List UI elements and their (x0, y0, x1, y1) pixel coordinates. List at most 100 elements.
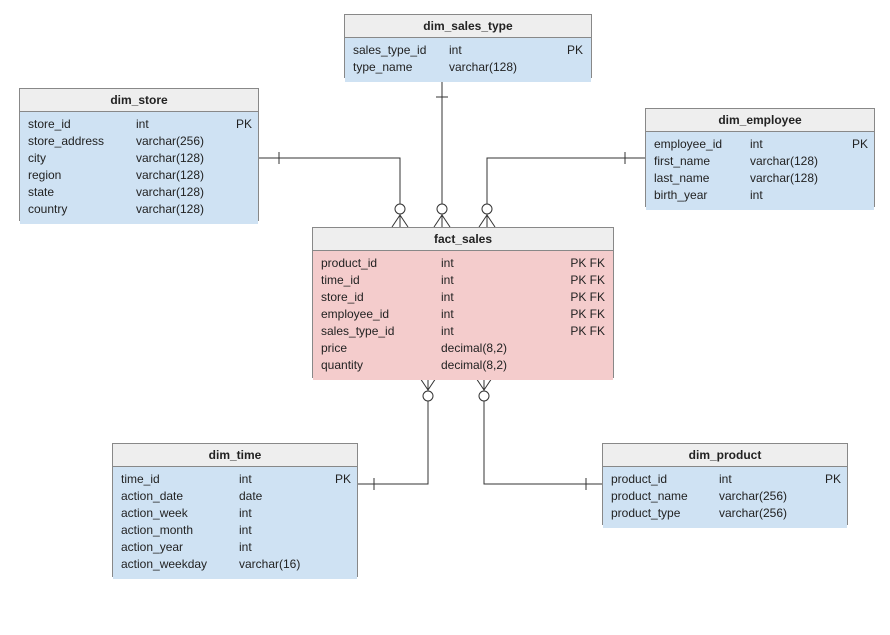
column-row: quantitydecimal(8,2) (321, 357, 605, 374)
column-row: product_namevarchar(256) (611, 488, 839, 505)
column-name: product_id (611, 471, 719, 488)
column-type: int (750, 136, 844, 153)
column-type: int (441, 255, 541, 272)
entity-body: store_idintPKstore_addressvarchar(256)ci… (20, 112, 258, 224)
entity-body: product_idintPKproduct_namevarchar(256)p… (603, 467, 847, 528)
column-key: PK FK (541, 323, 605, 340)
column-name: time_id (121, 471, 239, 488)
column-key (228, 133, 250, 150)
column-type: int (239, 539, 327, 556)
column-type: int (239, 505, 327, 522)
column-key (228, 184, 250, 201)
column-key (327, 556, 349, 573)
column-key (228, 150, 250, 167)
column-key (844, 153, 866, 170)
column-type: varchar(128) (750, 153, 844, 170)
column-name: store_id (28, 116, 136, 133)
column-row: employee_idintPK (654, 136, 866, 153)
column-name: product_id (321, 255, 441, 272)
column-row: birth_yearint (654, 187, 866, 204)
entity-title: dim_product (603, 444, 847, 467)
column-type: int (136, 116, 228, 133)
column-key (541, 340, 605, 357)
column-key (327, 522, 349, 539)
column-row: first_namevarchar(128) (654, 153, 866, 170)
entity-dim_product: dim_productproduct_idintPKproduct_nameva… (602, 443, 848, 525)
column-name: region (28, 167, 136, 184)
column-row: product_idintPK FK (321, 255, 605, 272)
column-type: int (239, 471, 327, 488)
column-type: date (239, 488, 327, 505)
column-type: decimal(8,2) (441, 340, 541, 357)
entity-dim_employee: dim_employeeemployee_idintPKfirst_nameva… (645, 108, 875, 207)
column-row: pricedecimal(8,2) (321, 340, 605, 357)
column-key: PK FK (541, 306, 605, 323)
column-key: PK (817, 471, 841, 488)
column-name: action_weekday (121, 556, 239, 573)
entity-dim_sales_type: dim_sales_type sales_type_idintPKtype_nam… (344, 14, 592, 78)
column-key: PK (553, 42, 583, 59)
column-name: product_type (611, 505, 719, 522)
column-type: int (441, 289, 541, 306)
column-key: PK (327, 471, 351, 488)
entity-title: dim_sales_type (345, 15, 591, 38)
er-diagram: { "diagram":{ "type":"er-diagram-star-sc… (0, 0, 890, 635)
entity-body: sales_type_idintPKtype_namevarchar(128) (345, 38, 591, 82)
column-row: store_addressvarchar(256) (28, 133, 250, 150)
column-type: varchar(16) (239, 556, 327, 573)
column-row: last_namevarchar(128) (654, 170, 866, 187)
column-type: varchar(128) (136, 201, 228, 218)
entity-fact_sales: fact_salesproduct_idintPK FKtime_idintPK… (312, 227, 614, 378)
column-row: sales_type_idintPK (353, 42, 583, 59)
column-name: type_name (353, 59, 449, 76)
column-type: int (441, 272, 541, 289)
column-name: last_name (654, 170, 750, 187)
entity-body: employee_idintPKfirst_namevarchar(128)la… (646, 132, 874, 210)
column-key (327, 539, 349, 556)
column-row: regionvarchar(128) (28, 167, 250, 184)
column-row: action_monthint (121, 522, 349, 539)
column-type: varchar(128) (136, 167, 228, 184)
column-name: sales_type_id (321, 323, 441, 340)
column-key (817, 488, 839, 505)
column-type: varchar(256) (136, 133, 228, 150)
column-type: int (750, 187, 844, 204)
column-name: birth_year (654, 187, 750, 204)
column-name: city (28, 150, 136, 167)
column-name: action_date (121, 488, 239, 505)
column-type: varchar(128) (136, 184, 228, 201)
column-row: store_idintPK (28, 116, 250, 133)
column-row: action_yearint (121, 539, 349, 556)
column-key (844, 187, 866, 204)
entity-dim_time: dim_timetime_idintPKaction_datedateactio… (112, 443, 358, 577)
column-name: state (28, 184, 136, 201)
column-type: int (441, 306, 541, 323)
column-row: action_weekdayvarchar(16) (121, 556, 349, 573)
entity-body: time_idintPKaction_datedateaction_weekin… (113, 467, 357, 579)
column-key: PK FK (541, 255, 605, 272)
column-key: PK (228, 116, 252, 133)
column-name: action_year (121, 539, 239, 556)
entity-body: product_idintPK FKtime_idintPK FKstore_i… (313, 251, 613, 380)
column-type: varchar(128) (750, 170, 844, 187)
column-row: employee_idintPK FK (321, 306, 605, 323)
entity-title: dim_time (113, 444, 357, 467)
column-type: varchar(128) (136, 150, 228, 167)
column-name: product_name (611, 488, 719, 505)
column-type: int (719, 471, 817, 488)
column-type: varchar(256) (719, 488, 817, 505)
column-row: time_idintPK (121, 471, 349, 488)
column-row: cityvarchar(128) (28, 150, 250, 167)
column-type: varchar(128) (449, 59, 553, 76)
column-key (553, 59, 583, 76)
column-row: statevarchar(128) (28, 184, 250, 201)
column-key (541, 357, 605, 374)
column-name: sales_type_id (353, 42, 449, 59)
column-name: employee_id (321, 306, 441, 323)
column-row: action_weekint (121, 505, 349, 522)
column-name: quantity (321, 357, 441, 374)
column-type: int (441, 323, 541, 340)
column-type: varchar(256) (719, 505, 817, 522)
column-row: store_idintPK FK (321, 289, 605, 306)
entity-dim_store: dim_storestore_idintPKstore_addressvarch… (19, 88, 259, 221)
